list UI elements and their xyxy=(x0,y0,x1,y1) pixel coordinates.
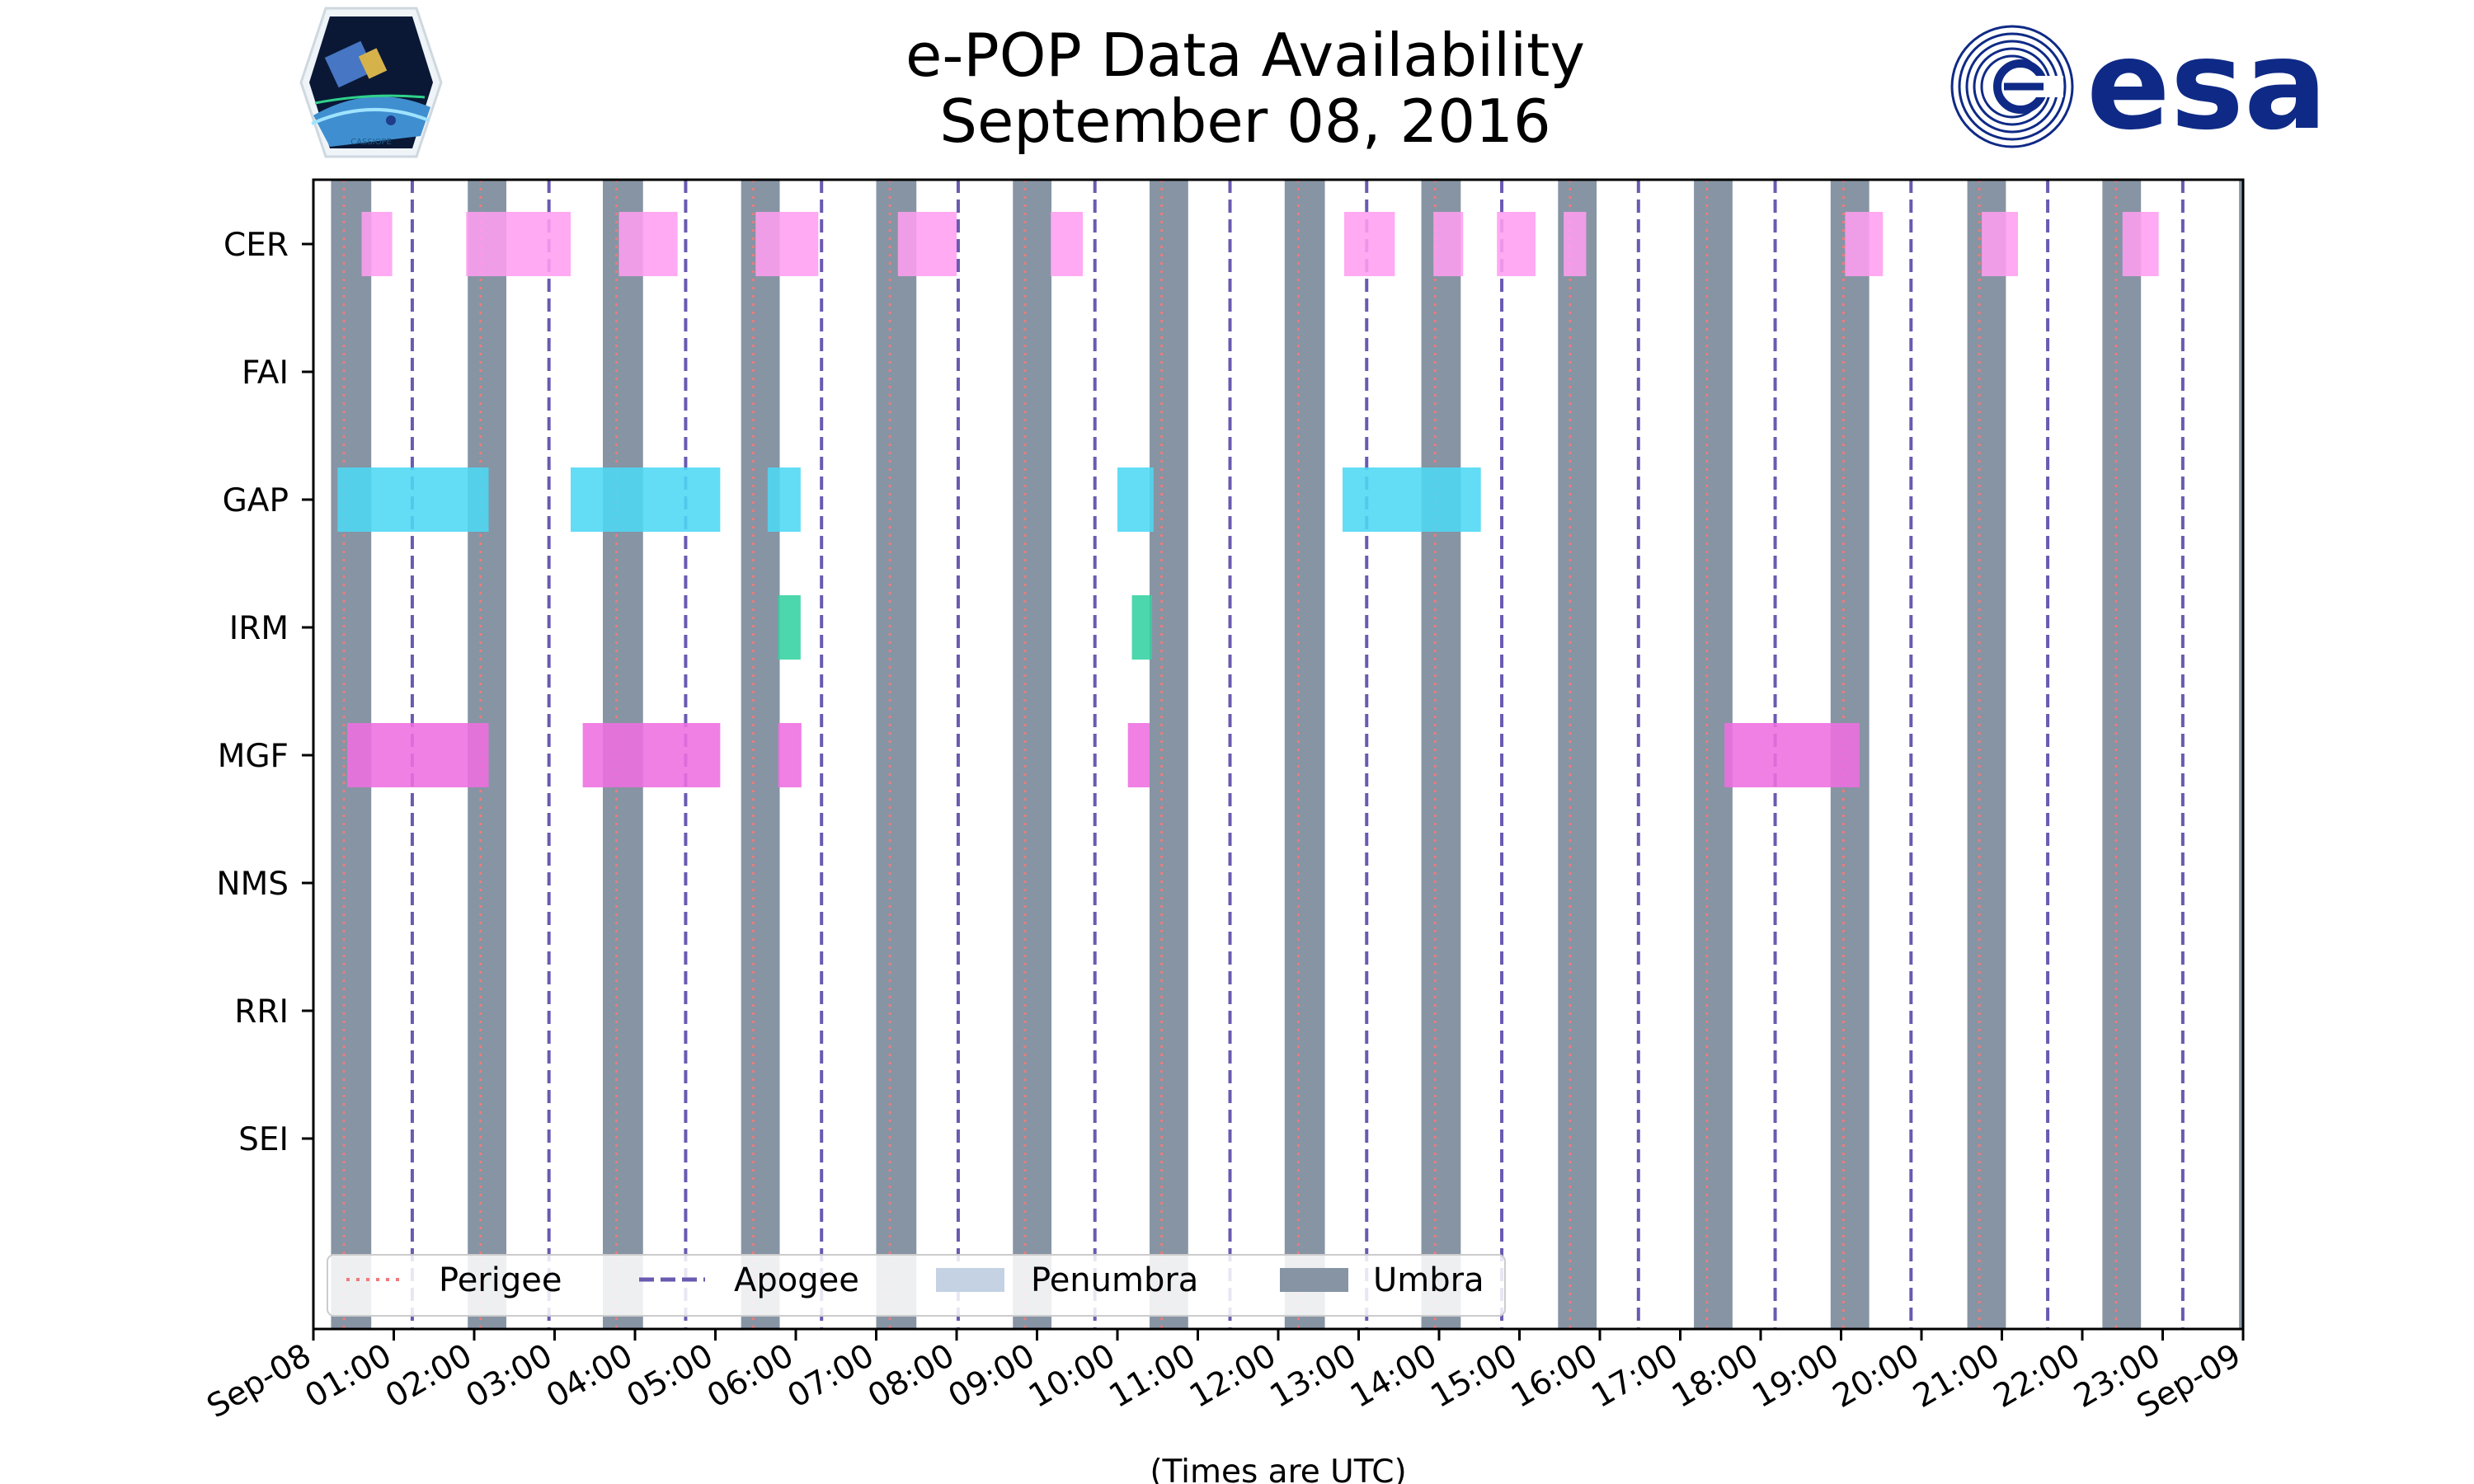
x-tick-label: 14:00 xyxy=(1344,1337,1443,1416)
umbra-bands xyxy=(331,180,2243,1329)
x-tick-label: 05:00 xyxy=(621,1337,720,1416)
x-tick-label: 02:00 xyxy=(379,1337,478,1416)
x-tick-label: 08:00 xyxy=(862,1337,961,1416)
perigee-lines xyxy=(342,180,2118,1329)
x-tick-label: 10:00 xyxy=(1023,1337,1122,1416)
x-tick-label: Sep-08 xyxy=(201,1337,317,1426)
y-axis: CER FAI GAP IRM MGF NMS RRI SEI xyxy=(216,227,313,1158)
y-tick-label: NMS xyxy=(216,866,289,903)
y-tick-label: CER xyxy=(223,227,289,264)
availability-bar-cer xyxy=(1051,212,1084,276)
y-tick-label: RRI xyxy=(234,993,289,1031)
availability-bar-cer xyxy=(618,212,678,276)
legend-penumbra-label: Penumbra xyxy=(1031,1261,1198,1299)
legend-penumbra-swatch xyxy=(936,1268,1004,1292)
umbra-band xyxy=(2239,180,2243,1329)
x-tick-label: 12:00 xyxy=(1183,1337,1282,1416)
umbra-band xyxy=(2102,180,2142,1329)
x-tick-label: 19:00 xyxy=(1747,1337,1846,1416)
y-tick-label: GAP xyxy=(223,482,289,519)
x-tick-label: 18:00 xyxy=(1666,1337,1765,1416)
availability-bar-gap xyxy=(767,467,801,532)
legend-umbra-swatch xyxy=(1280,1268,1348,1292)
x-tick-label: 22:00 xyxy=(1987,1337,2086,1416)
esa-logo-swirl xyxy=(1950,25,2074,148)
availability-bar-mgf xyxy=(346,723,489,787)
umbra-band xyxy=(741,180,780,1329)
availability-bar-cer xyxy=(1564,212,1587,276)
availability-bar-cer xyxy=(1845,212,1884,276)
x-tick-label: 04:00 xyxy=(540,1337,639,1416)
legend-umbra-label: Umbra xyxy=(1373,1261,1484,1299)
cassiope-logo-text: CASSIOPE xyxy=(350,138,392,147)
chart-subtitle: September 08, 2016 xyxy=(939,87,1550,156)
availability-bar-irm xyxy=(1131,595,1152,660)
availability-bar-cer xyxy=(755,212,819,276)
availability-bar-cer xyxy=(1433,212,1464,276)
x-tick-label: 03:00 xyxy=(460,1337,559,1416)
availability-bar-cer xyxy=(361,212,393,276)
esa-logo-text: esa xyxy=(2086,14,2327,157)
x-tick-label: 20:00 xyxy=(1827,1337,1926,1416)
y-tick-label: SEI xyxy=(238,1121,289,1158)
availability-bar-cer xyxy=(1497,212,1536,276)
availability-bar-mgf xyxy=(582,723,721,787)
umbra-band xyxy=(1421,180,1461,1329)
availability-bar-cer xyxy=(466,212,571,276)
availability-bar-gap xyxy=(571,467,721,532)
availability-bars xyxy=(337,212,2159,787)
cassiope-logo: CASSIOPE xyxy=(299,7,443,158)
availability-bar-cer xyxy=(897,212,957,276)
y-tick-label: FAI xyxy=(242,355,289,392)
y-tick-label: IRM xyxy=(229,610,289,647)
x-axis-label: (Times are UTC) xyxy=(1150,1453,1406,1484)
legend-apogee-label: Apogee xyxy=(734,1261,859,1299)
availability-bar-gap xyxy=(337,467,489,532)
x-tick-label: 13:00 xyxy=(1264,1337,1363,1416)
legend: Perigee Apogee Penumbra Umbra xyxy=(327,1254,1506,1317)
x-tick-label: 21:00 xyxy=(1907,1337,2006,1416)
umbra-band xyxy=(1284,180,1325,1329)
x-tick-label: 07:00 xyxy=(782,1337,881,1416)
x-tick-label: 09:00 xyxy=(943,1337,1042,1416)
chart-title: e-POP Data Availability xyxy=(905,21,1585,90)
availability-bar-irm xyxy=(778,595,801,660)
availability-bar-gap xyxy=(1117,467,1154,532)
availability-bar-cer xyxy=(1343,212,1395,276)
umbra-band xyxy=(876,180,917,1329)
plot-area: CER FAI GAP IRM MGF NMS RRI SEI Sep-0801:0002:0… xyxy=(201,178,2247,1425)
umbra-band xyxy=(1013,180,1052,1329)
umbra-band xyxy=(1967,180,2006,1329)
x-tick-label: 15:00 xyxy=(1425,1337,1524,1416)
x-tick-label: 17:00 xyxy=(1586,1337,1685,1416)
x-tick-label: 16:00 xyxy=(1505,1337,1604,1416)
esa-logo: esa xyxy=(1950,14,2327,157)
availability-bar-mgf xyxy=(778,723,802,787)
availability-bar-cer xyxy=(2122,212,2159,276)
x-axis: Sep-0801:0002:0003:0004:0005:0006:0007:0… xyxy=(201,1329,2247,1425)
legend-box xyxy=(327,1254,1506,1317)
y-tick-label: MGF xyxy=(218,738,289,775)
availability-bar-mgf xyxy=(1724,723,1860,787)
x-tick-label: 01:00 xyxy=(299,1337,398,1416)
x-tick-label: 06:00 xyxy=(701,1337,800,1416)
availability-bar-cer xyxy=(1982,212,2018,276)
umbra-band xyxy=(1150,180,1188,1329)
availability-bar-gap xyxy=(1343,467,1481,532)
x-tick-label: 11:00 xyxy=(1103,1337,1202,1416)
availability-bar-mgf xyxy=(1127,723,1150,787)
umbra-band xyxy=(1558,180,1597,1329)
legend-perigee-label: Perigee xyxy=(439,1261,562,1299)
